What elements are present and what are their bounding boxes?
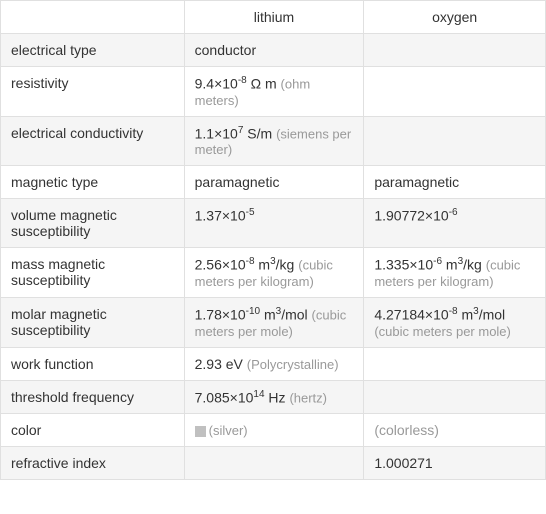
cell-oxygen: 1.000271 [364, 447, 546, 480]
cell-oxygen: 1.335×10-6 m3/kg (cubic meters per kilog… [364, 248, 546, 298]
properties-table: lithium oxygen electrical type conductor… [0, 0, 546, 480]
cell-oxygen [364, 347, 546, 380]
cell-lithium: 9.4×10-8 Ω m (ohm meters) [184, 67, 364, 117]
cell-lithium: conductor [184, 34, 364, 67]
cell-oxygen [364, 380, 546, 414]
table-row: work function 2.93 eV (Polycrystalline) [1, 347, 546, 380]
table-row: magnetic type paramagnetic paramagnetic [1, 166, 546, 199]
row-label: magnetic type [1, 166, 185, 199]
table-row: color (silver) (colorless) [1, 414, 546, 447]
cell-oxygen: paramagnetic [364, 166, 546, 199]
cell-oxygen [364, 34, 546, 67]
cell-lithium: 1.78×10-10 m3/mol (cubic meters per mole… [184, 297, 364, 347]
table-row: threshold frequency 7.085×1014 Hz (hertz… [1, 380, 546, 414]
table-row: electrical conductivity 1.1×107 S/m (sie… [1, 116, 546, 166]
row-label: volume magnetic susceptibility [1, 199, 185, 248]
cell-oxygen: (colorless) [364, 414, 546, 447]
column-header-lithium: lithium [184, 1, 364, 34]
cell-oxygen [364, 67, 546, 117]
table-row: refractive index 1.000271 [1, 447, 546, 480]
cell-lithium: 2.56×10-8 m3/kg (cubic meters per kilogr… [184, 248, 364, 298]
cell-lithium: paramagnetic [184, 166, 364, 199]
empty-header [1, 1, 185, 34]
header-row: lithium oxygen [1, 1, 546, 34]
cell-lithium: 2.93 eV (Polycrystalline) [184, 347, 364, 380]
cell-oxygen [364, 116, 546, 166]
row-label: refractive index [1, 447, 185, 480]
row-label: electrical conductivity [1, 116, 185, 166]
table-row: mass magnetic susceptibility 2.56×10-8 m… [1, 248, 546, 298]
row-label: color [1, 414, 185, 447]
cell-lithium [184, 447, 364, 480]
cell-oxygen: 1.90772×10-6 [364, 199, 546, 248]
cell-oxygen: 4.27184×10-8 m3/mol (cubic meters per mo… [364, 297, 546, 347]
cell-lithium: 1.1×107 S/m (siemens per meter) [184, 116, 364, 166]
cell-lithium: (silver) [184, 414, 364, 447]
table-row: molar magnetic susceptibility 1.78×10-10… [1, 297, 546, 347]
table-row: resistivity 9.4×10-8 Ω m (ohm meters) [1, 67, 546, 117]
row-label: threshold frequency [1, 380, 185, 414]
table-row: electrical type conductor [1, 34, 546, 67]
row-label: work function [1, 347, 185, 380]
row-label: molar magnetic susceptibility [1, 297, 185, 347]
row-label: electrical type [1, 34, 185, 67]
row-label: mass magnetic susceptibility [1, 248, 185, 298]
cell-lithium: 7.085×1014 Hz (hertz) [184, 380, 364, 414]
column-header-oxygen: oxygen [364, 1, 546, 34]
cell-lithium: 1.37×10-5 [184, 199, 364, 248]
row-label: resistivity [1, 67, 185, 117]
table-row: volume magnetic susceptibility 1.37×10-5… [1, 199, 546, 248]
